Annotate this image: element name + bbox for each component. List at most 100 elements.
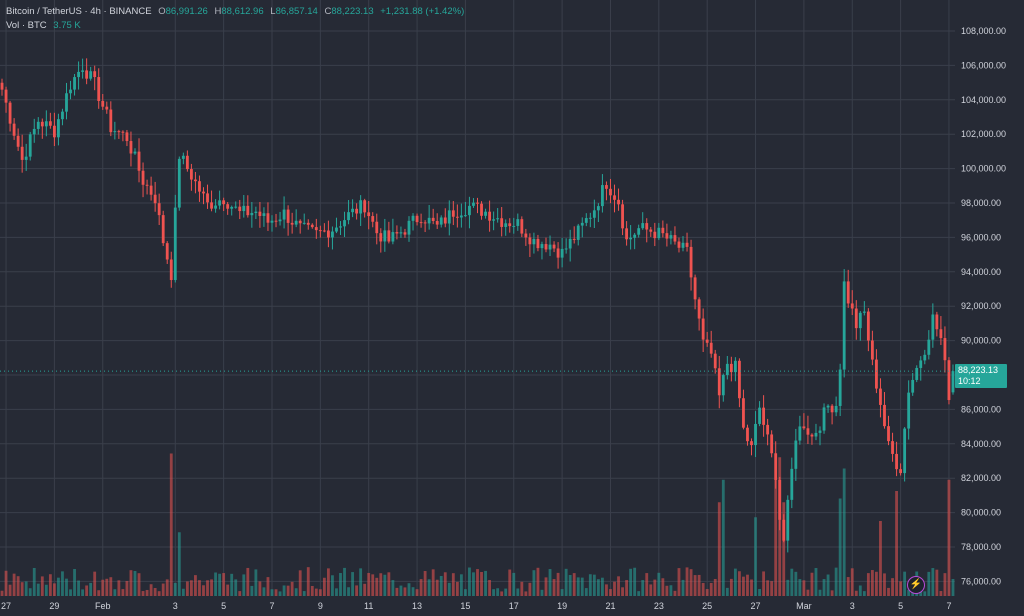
candle-body[interactable] bbox=[766, 424, 770, 435]
candle-body[interactable] bbox=[548, 244, 552, 250]
candle-body[interactable] bbox=[351, 208, 354, 213]
candle-body[interactable] bbox=[899, 469, 903, 474]
candle-body[interactable] bbox=[48, 121, 52, 126]
candle-body[interactable] bbox=[870, 340, 874, 360]
candle-body[interactable] bbox=[113, 131, 117, 133]
candle-body[interactable] bbox=[431, 217, 435, 222]
candle-body[interactable] bbox=[907, 392, 911, 429]
candle-body[interactable] bbox=[20, 146, 24, 160]
candle-body[interactable] bbox=[947, 360, 951, 401]
candle-body[interactable] bbox=[141, 170, 145, 185]
candle-body[interactable] bbox=[137, 151, 141, 171]
candle-body[interactable] bbox=[451, 210, 455, 217]
candle-body[interactable] bbox=[419, 222, 423, 224]
candle-body[interactable] bbox=[645, 223, 649, 230]
candle-body[interactable] bbox=[862, 311, 866, 313]
candle-body[interactable] bbox=[169, 259, 173, 281]
candle-body[interactable] bbox=[713, 353, 717, 369]
candle-body[interactable] bbox=[427, 217, 431, 224]
candle-body[interactable] bbox=[512, 225, 516, 227]
candle-body[interactable] bbox=[407, 220, 411, 235]
candle-body[interactable] bbox=[802, 426, 806, 429]
candle-body[interactable] bbox=[314, 227, 318, 231]
candle-body[interactable] bbox=[379, 233, 383, 242]
candle-body[interactable] bbox=[129, 141, 133, 154]
candle-body[interactable] bbox=[105, 106, 109, 110]
candle-body[interactable] bbox=[814, 432, 818, 437]
candle-body[interactable] bbox=[399, 232, 403, 234]
candle-body[interactable] bbox=[742, 398, 745, 428]
candle-body[interactable] bbox=[77, 71, 80, 78]
candle-body[interactable] bbox=[552, 244, 556, 249]
candle-body[interactable] bbox=[532, 238, 536, 245]
candle-body[interactable] bbox=[149, 185, 153, 195]
candle-body[interactable] bbox=[298, 220, 302, 224]
candle-body[interactable] bbox=[270, 220, 274, 223]
candle-body[interactable] bbox=[496, 218, 500, 220]
candle-body[interactable] bbox=[729, 363, 733, 373]
candle-body[interactable] bbox=[347, 212, 350, 221]
candle-body[interactable] bbox=[746, 427, 749, 442]
candle-body[interactable] bbox=[177, 158, 181, 208]
candle-body[interactable] bbox=[701, 318, 705, 340]
candle-body[interactable] bbox=[709, 342, 713, 354]
candle-body[interactable] bbox=[40, 121, 44, 127]
candle-body[interactable] bbox=[36, 121, 40, 129]
candle-body[interactable] bbox=[580, 222, 584, 226]
candle-body[interactable] bbox=[584, 218, 588, 223]
candle-body[interactable] bbox=[544, 244, 548, 250]
candle-body[interactable] bbox=[8, 102, 12, 124]
candle-body[interactable] bbox=[935, 314, 939, 330]
candle-body[interactable] bbox=[613, 195, 616, 200]
candle-body[interactable] bbox=[339, 226, 342, 228]
candle-body[interactable] bbox=[826, 405, 830, 408]
candle-body[interactable] bbox=[665, 233, 669, 239]
candle-body[interactable] bbox=[568, 238, 572, 249]
candle-body[interactable] bbox=[359, 200, 363, 214]
candle-body[interactable] bbox=[778, 479, 782, 520]
candle-body[interactable] bbox=[951, 371, 955, 393]
candle-body[interactable] bbox=[689, 246, 693, 278]
candle-body[interactable] bbox=[447, 210, 451, 224]
candle-body[interactable] bbox=[685, 242, 689, 247]
candle-body[interactable] bbox=[758, 407, 761, 424]
candle-body[interactable] bbox=[943, 338, 947, 361]
candle-body[interactable] bbox=[524, 233, 528, 238]
candle-body[interactable] bbox=[383, 230, 387, 242]
candle-body[interactable] bbox=[234, 206, 238, 208]
candle-body[interactable] bbox=[576, 225, 580, 240]
candle-body[interactable] bbox=[218, 200, 222, 206]
candle-body[interactable] bbox=[294, 220, 298, 225]
candle-body[interactable] bbox=[806, 428, 810, 435]
candle-body[interactable] bbox=[125, 132, 129, 142]
candle-body[interactable] bbox=[12, 123, 16, 136]
candle-body[interactable] bbox=[919, 360, 923, 368]
candle-body[interactable] bbox=[0, 82, 4, 90]
candle-body[interactable] bbox=[157, 203, 161, 216]
candle-body[interactable] bbox=[274, 220, 278, 222]
candle-body[interactable] bbox=[165, 243, 169, 260]
candle-body[interactable] bbox=[16, 135, 20, 147]
candle-body[interactable] bbox=[520, 219, 524, 234]
candle-body[interactable] bbox=[782, 519, 786, 541]
candle-body[interactable] bbox=[681, 242, 685, 248]
candle-body[interactable] bbox=[633, 234, 637, 238]
candle-body[interactable] bbox=[395, 232, 399, 234]
candle-body[interactable] bbox=[750, 441, 753, 446]
candle-body[interactable] bbox=[564, 248, 568, 250]
candle-body[interactable] bbox=[903, 428, 907, 474]
candle-body[interactable] bbox=[262, 213, 266, 216]
candle-body[interactable] bbox=[705, 339, 709, 343]
candle-body[interactable] bbox=[854, 308, 858, 329]
candle-body[interactable] bbox=[52, 125, 56, 138]
candle-body[interactable] bbox=[57, 119, 60, 138]
candle-body[interactable] bbox=[601, 185, 604, 207]
candle-body[interactable] bbox=[185, 155, 189, 170]
candle-body[interactable] bbox=[391, 232, 395, 242]
candle-body[interactable] bbox=[194, 179, 197, 182]
candle-body[interactable] bbox=[266, 213, 270, 223]
candle-body[interactable] bbox=[73, 77, 76, 90]
candle-body[interactable] bbox=[887, 426, 890, 442]
candle-body[interactable] bbox=[97, 77, 101, 101]
